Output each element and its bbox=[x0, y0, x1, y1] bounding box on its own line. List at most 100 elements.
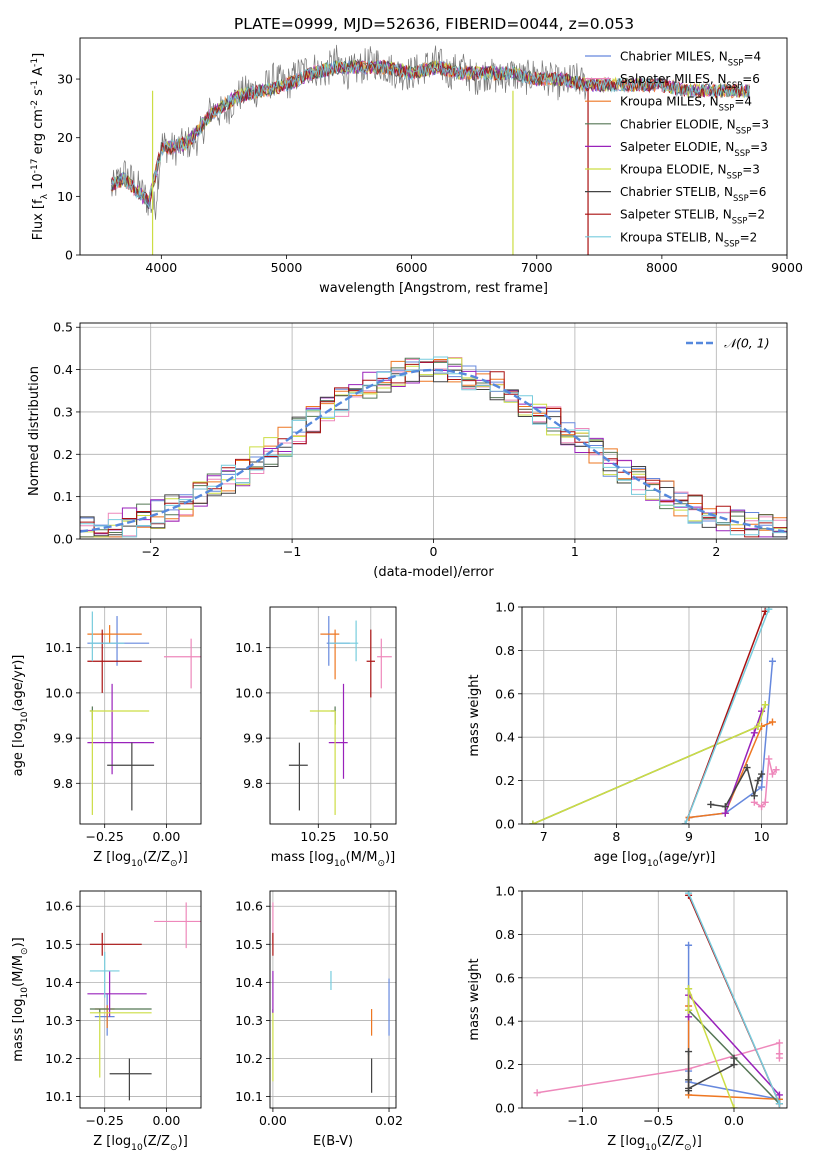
y-axis-label: mass weight bbox=[467, 958, 482, 1040]
legend-label: Salpeter MILES, NSSP=6 bbox=[620, 72, 760, 90]
y-tick-label: 9.8 bbox=[53, 776, 73, 791]
x-axis-label: Z [log10(Z/Z⊙)] bbox=[93, 850, 188, 869]
x-axis-label: E(B-V) bbox=[313, 1134, 353, 1149]
y-tick-label: 10.4 bbox=[45, 975, 73, 990]
series-marker-salpeter-miles bbox=[533, 1089, 541, 1097]
panel-spectrum: 4000 5000 6000 7000 8000 9000 0 10 20 30 wavelengt… bbox=[30, 37, 803, 296]
x-tick-label: 4000 bbox=[145, 260, 177, 275]
x-tick-label: 10.25 bbox=[300, 829, 336, 844]
y-tick-label: 10.4 bbox=[235, 975, 263, 990]
panel-residuals: −2 −1 0 1 2 0.0 0.1 0.2 0.3 0.4 0.5 (data-model)/er… bbox=[27, 320, 788, 580]
panel-mass_weight_vs_age: 7 8 9 10 0.0 0.2 0.4 0.6 0.8 1.0 age [log10(age/yr… bbox=[467, 600, 788, 869]
x-tick-label: 5000 bbox=[271, 260, 303, 275]
series-marker-salpeter-elodie bbox=[721, 809, 729, 817]
y-tick-label: 0.8 bbox=[495, 643, 515, 658]
y-tick-label: 10.1 bbox=[45, 640, 73, 655]
x-tick-label: 9 bbox=[685, 829, 693, 844]
plot-area bbox=[80, 356, 787, 538]
axes-frame bbox=[521, 890, 788, 1109]
y-tick-label: 0.6 bbox=[495, 970, 515, 985]
series-marker-kroupa-stelib bbox=[775, 1100, 783, 1108]
histogram-kroupa-miles bbox=[80, 359, 787, 538]
histogram-salpeter-stelib bbox=[80, 360, 787, 538]
y-axis-label: mass weight bbox=[467, 674, 482, 756]
x-tick-label: 1 bbox=[571, 544, 579, 559]
y-axis-label: mass [log10(M/M⊙)] bbox=[11, 937, 30, 1061]
y-tick-label: 0.4 bbox=[495, 730, 515, 745]
series-marker-chabrier-stelib bbox=[730, 1054, 738, 1062]
series-marker-chabrier-stelib bbox=[685, 1048, 693, 1056]
axes-frame bbox=[521, 606, 788, 825]
y-tick-label: 10.2 bbox=[45, 1051, 73, 1066]
series-marker-kroupa-elodie bbox=[761, 701, 769, 709]
y-tick-label: 0.2 bbox=[53, 447, 73, 462]
series-marker-chabrier-stelib bbox=[750, 792, 758, 800]
y-tick-label: 0.3 bbox=[53, 404, 73, 419]
y-tick-label: 0.2 bbox=[495, 1057, 515, 1072]
series-marker-chabrier-stelib bbox=[685, 1076, 693, 1084]
axes-frame bbox=[269, 606, 397, 825]
series-line-kroupa-elodie bbox=[687, 988, 735, 1108]
y-tick-label: 10.2 bbox=[235, 1051, 263, 1066]
legend: Chabrier MILES, NSSP=4 Salpeter MILES, NS… bbox=[585, 50, 769, 248]
x-axis-label: wavelength [Angstrom, rest frame] bbox=[319, 281, 548, 296]
series-marker-chabrier-miles bbox=[768, 657, 776, 665]
x-axis-label: Z [log10(Z/Z⊙)] bbox=[607, 1134, 702, 1153]
x-axis-label: mass [log10(M/M⊙)] bbox=[271, 850, 395, 869]
legend-label: Salpeter ELODIE, NSSP=3 bbox=[620, 140, 768, 158]
series-marker-chabrier-stelib bbox=[707, 800, 715, 808]
y-tick-label: 10.6 bbox=[45, 899, 73, 914]
series-marker-chabrier-stelib bbox=[685, 1084, 693, 1092]
y-tick-label: 0.5 bbox=[53, 320, 73, 335]
y-tick-label: 0.0 bbox=[53, 532, 73, 547]
panel-mass_vs_Z: −0.25 0.00 10.1 10.2 10.3 10.4 10.5 10.6 Z [log1… bbox=[11, 890, 202, 1153]
y-tick-label: 10.6 bbox=[235, 899, 263, 914]
x-tick-label: 0.00 bbox=[259, 1113, 287, 1128]
series-marker-kroupa-elodie bbox=[685, 985, 693, 993]
panel-mass_weight_vs_Z: −1.0 −0.5 0.0 0.0 0.2 0.4 0.6 0.8 1.0 Z [log10(Z/… bbox=[467, 884, 788, 1153]
y-tick-label: 10.0 bbox=[235, 685, 263, 700]
series-marker-salpeter-miles bbox=[775, 1050, 783, 1058]
series-marker-salpeter-miles bbox=[768, 770, 776, 778]
plot-area bbox=[272, 902, 390, 1093]
x-tick-label: 0.0 bbox=[724, 1113, 744, 1128]
x-tick-label: 8000 bbox=[646, 260, 678, 275]
x-tick-label: −0.25 bbox=[86, 829, 124, 844]
plot-area bbox=[529, 607, 780, 824]
series-marker-salpeter-miles bbox=[775, 1039, 783, 1047]
x-tick-label: 0.00 bbox=[153, 829, 181, 844]
y-axis-label: Normed distribution bbox=[27, 366, 42, 496]
model-spectrum-chabrier-stelib bbox=[110, 58, 750, 209]
x-tick-label: −0.5 bbox=[643, 1113, 673, 1128]
y-tick-label: 1.0 bbox=[495, 600, 515, 615]
y-tick-label: 9.9 bbox=[53, 731, 73, 746]
legend-label: Kroupa ELODIE, NSSP=3 bbox=[620, 163, 760, 181]
y-tick-label: 10.3 bbox=[45, 1013, 73, 1028]
series-line-chabrier-elodie bbox=[532, 704, 766, 824]
legend-label: 𝒩(0, 1) bbox=[724, 336, 770, 351]
legend-label: Chabrier ELODIE, NSSP=3 bbox=[620, 117, 769, 135]
x-tick-label: −0.25 bbox=[86, 1113, 124, 1128]
x-axis-label: (data-model)/error bbox=[373, 565, 494, 580]
series-marker-chabrier-stelib bbox=[730, 1061, 738, 1069]
series-marker-salpeter-miles bbox=[765, 755, 773, 763]
figure-title: PLATE=0999, MJD=52636, FIBERID=0044, z=0… bbox=[234, 15, 634, 33]
series-line-kroupa-stelib bbox=[687, 892, 781, 1104]
x-tick-label: 7000 bbox=[521, 260, 553, 275]
series-marker-kroupa-stelib bbox=[765, 607, 773, 613]
y-tick-label: 0.0 bbox=[495, 1101, 515, 1116]
panel-age_vs_Z: −0.25 0.00 9.8 9.9 10.0 10.1 Z [log10(Z/Z⊙)] ag… bbox=[11, 606, 202, 869]
y-tick-label: 30 bbox=[57, 72, 73, 87]
plot-area bbox=[87, 611, 201, 815]
legend-label: Salpeter STELIB, NSSP=2 bbox=[620, 208, 765, 226]
x-tick-label: 8 bbox=[612, 829, 620, 844]
y-tick-label: 10 bbox=[57, 189, 73, 204]
series-marker-kroupa-stelib bbox=[681, 820, 689, 824]
series-marker-salpeter-elodie bbox=[685, 1013, 693, 1021]
y-tick-label: 10.1 bbox=[235, 640, 263, 655]
x-tick-label: −1 bbox=[283, 544, 301, 559]
y-tick-label: 10.5 bbox=[45, 937, 73, 952]
y-tick-label: 9.9 bbox=[243, 731, 263, 746]
plot-area bbox=[110, 44, 750, 255]
model-spectrum-kroupa-stelib bbox=[110, 59, 750, 209]
